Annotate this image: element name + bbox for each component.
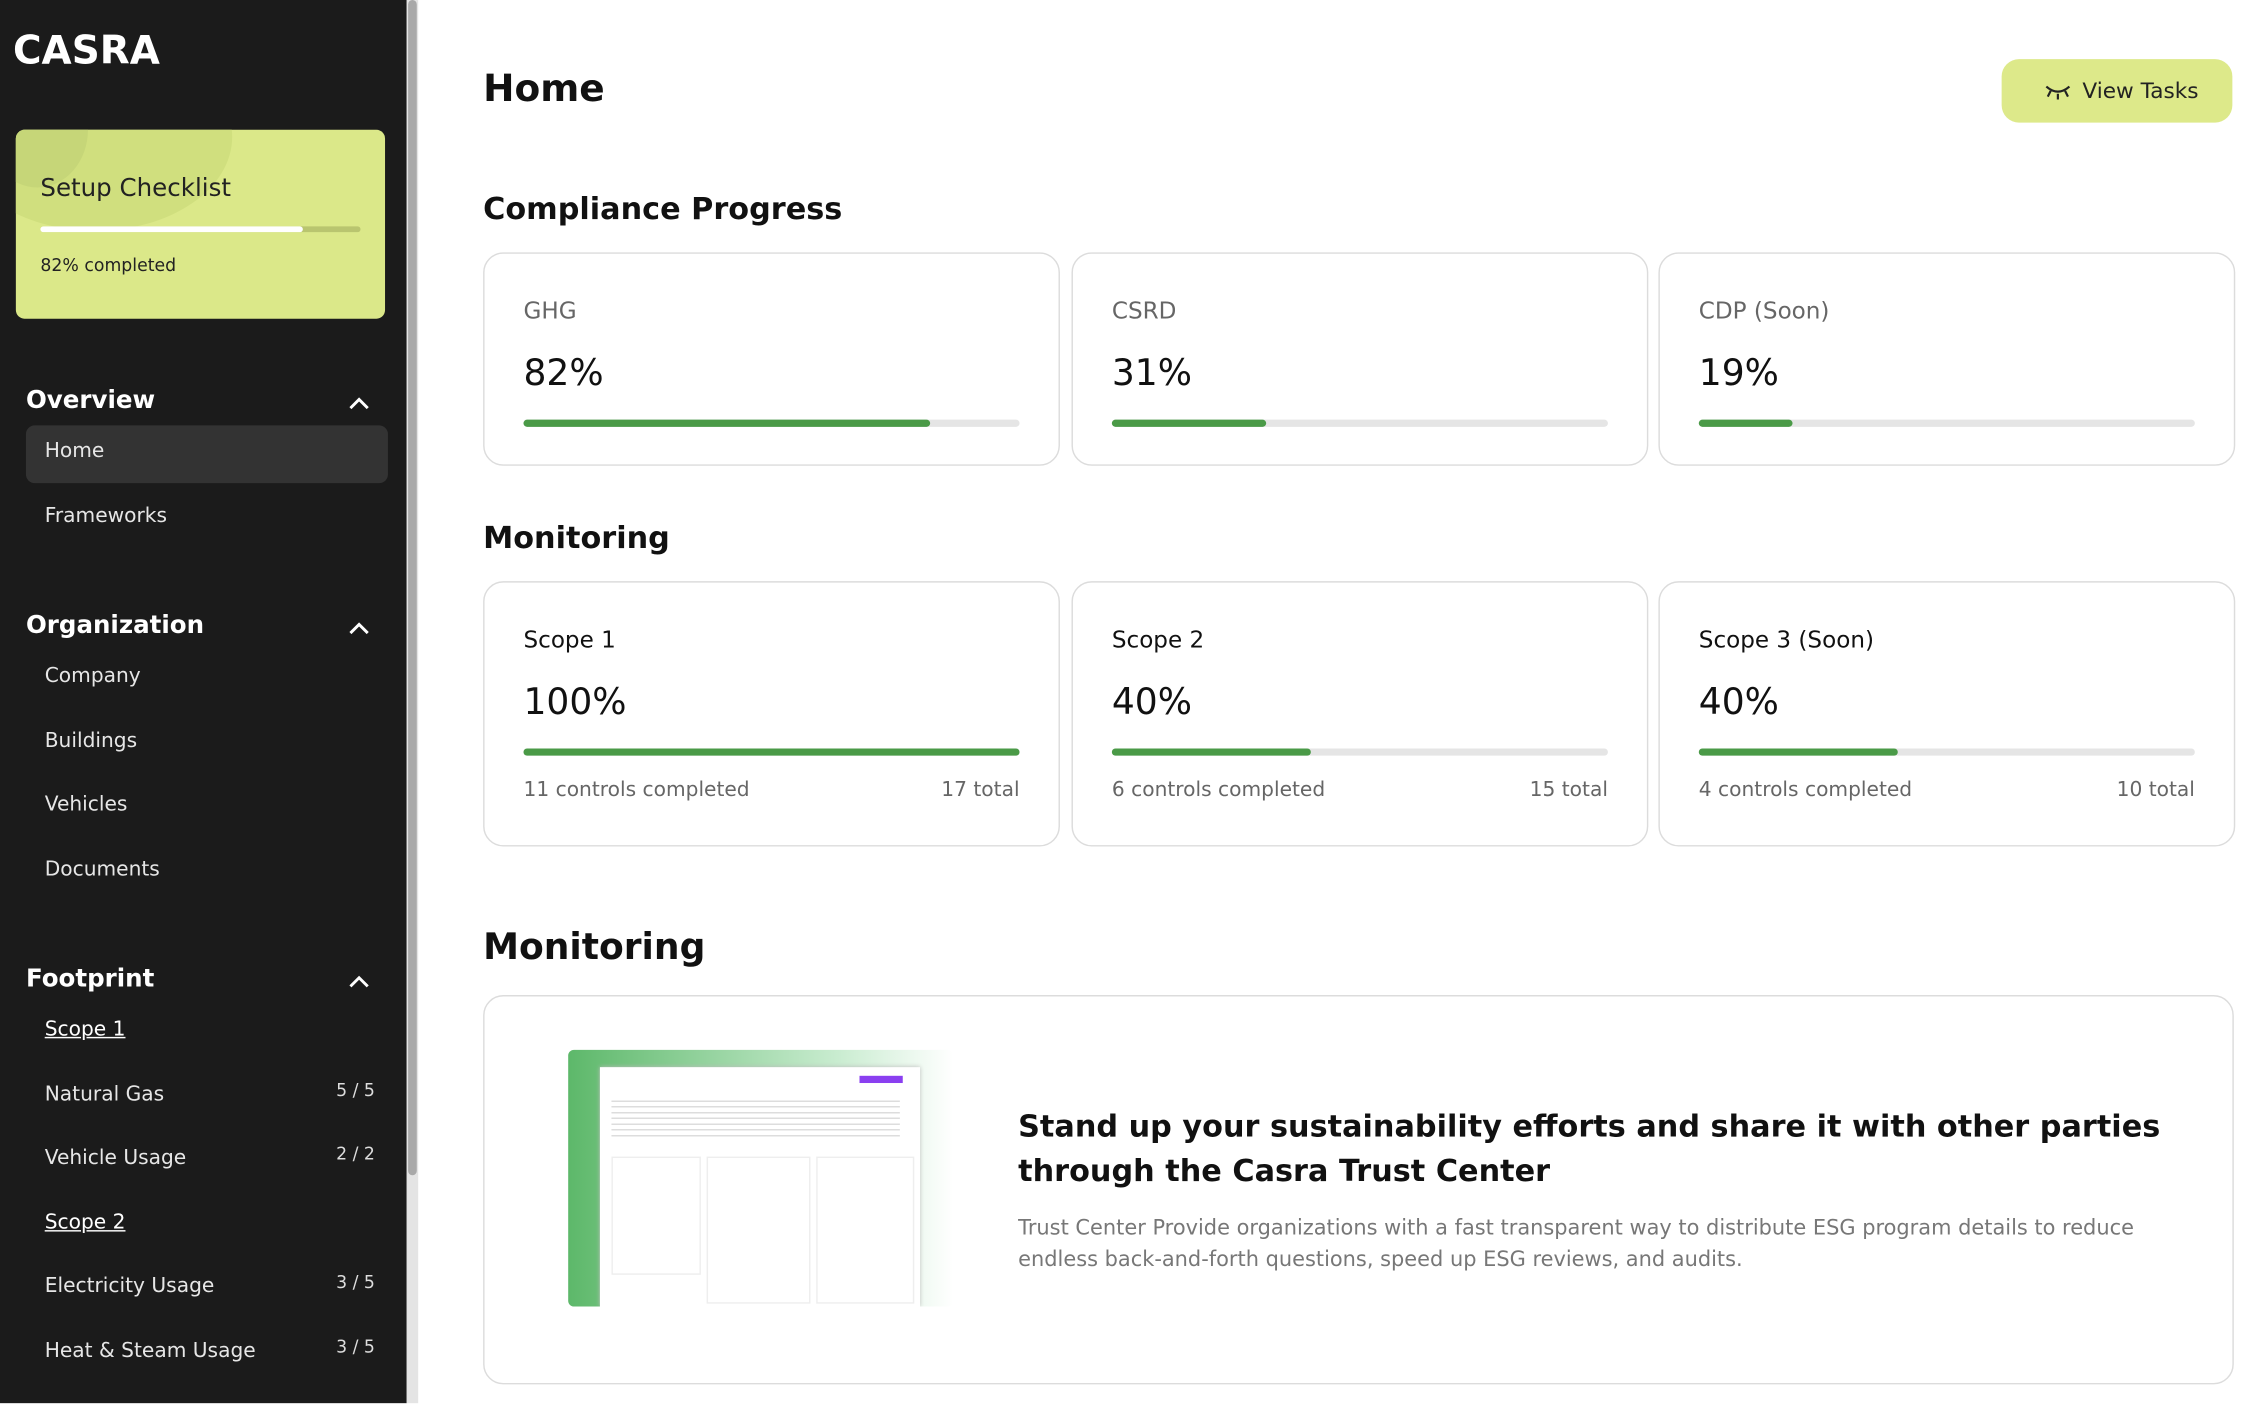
progress-card: Scope 2 40% 6 controls completed 15 total — [1071, 581, 1649, 847]
progress-card: Scope 1 100% 11 controls completed 17 total — [483, 581, 1060, 847]
progress-bar — [1698, 419, 1794, 427]
checklist-track — [40, 226, 361, 233]
preview-page — [599, 1067, 921, 1307]
section-header[interactable]: Footprint — [25, 964, 155, 994]
scroll-thumb[interactable] — [408, 0, 417, 1176]
progress-track — [1111, 748, 1608, 756]
nav-count: 3 / 5 — [336, 1272, 375, 1293]
section-header[interactable]: Organization — [25, 611, 205, 641]
progress-bar — [1111, 748, 1311, 756]
nav-count: 2 / 2 — [336, 1143, 375, 1165]
setup-checklist[interactable]: Setup Checklist 82% completed — [15, 129, 386, 319]
nav-item[interactable]: Heat & Steam Usage — [44, 1339, 256, 1363]
total-count: 10 total — [2116, 778, 2195, 802]
card-label: CSRD — [1111, 297, 1177, 325]
button-label: View Tasks — [2082, 77, 2199, 104]
chevron[interactable] — [349, 397, 369, 411]
card-percent: 100% — [523, 680, 627, 723]
checklist-title: Setup Checklist — [40, 174, 231, 204]
total-count: 15 total — [1529, 778, 1608, 802]
page-title: Home — [483, 67, 605, 112]
card-percent: 82% — [523, 351, 604, 394]
nav-item[interactable]: Electricity Usage — [44, 1275, 215, 1299]
section-header[interactable]: Overview — [25, 386, 156, 416]
progress-track — [523, 748, 1020, 756]
chevron[interactable] — [349, 622, 369, 636]
card-label: Scope 1 — [523, 625, 616, 654]
checklist-progress: 82% completed — [40, 255, 177, 276]
chevron[interactable] — [349, 975, 369, 989]
progress-bar — [523, 748, 1020, 756]
nav-count: 5 / 5 — [336, 1079, 375, 1100]
view-tasks-button[interactable]: View Tasks — [2001, 59, 2233, 123]
sidebar: CASRA Setup Checklist 82% completed Over… — [0, 0, 407, 1404]
progress-card: CDP (Soon) 19% — [1658, 252, 2236, 466]
section-title: Monitoring — [483, 925, 706, 968]
nav-item[interactable]: Frameworks — [44, 504, 167, 528]
progress-bar — [523, 419, 931, 427]
progress-bar — [1111, 419, 1266, 427]
completed-count: 4 controls completed — [1698, 778, 1913, 802]
nav-item[interactable]: Home — [44, 439, 105, 463]
nav-item[interactable]: Documents — [44, 857, 160, 881]
icon — [2045, 85, 2071, 100]
card-label: Scope 2 — [1111, 625, 1205, 654]
section-title: Compliance Progress — [483, 191, 843, 227]
card-percent: 40% — [1111, 680, 1193, 723]
nav-item[interactable]: Vehicle Usage — [44, 1146, 187, 1170]
preview-button — [859, 1075, 903, 1084]
preview-panel — [816, 1156, 915, 1304]
completed-count: 6 controls completed — [1111, 778, 1326, 802]
nav-item[interactable]: Scope 1 — [44, 1018, 126, 1042]
logo: CASRA — [12, 28, 160, 74]
progress-bar — [1698, 748, 1898, 756]
nav-item[interactable]: Scope 2 — [44, 1211, 126, 1235]
progress-track — [1698, 419, 2195, 427]
card-percent: 19% — [1698, 351, 1779, 394]
nav-item[interactable]: Buildings — [44, 729, 138, 753]
card-label: GHG — [523, 297, 577, 325]
progress-card: Scope 3 (Soon) 40% 4 controls completed 10 … — [1658, 581, 2236, 847]
nav-item[interactable]: Vehicles — [44, 793, 128, 817]
nav-count: 3 / 5 — [336, 1336, 375, 1358]
card-percent: 31% — [1111, 351, 1193, 394]
completed-count: 11 controls completed — [523, 778, 750, 802]
trust-card: Stand up your sustainability efforts and… — [483, 995, 2234, 1385]
active-item-bg — [25, 425, 388, 484]
trust-description: Trust Center Provide organizations with … — [1018, 1217, 2134, 1272]
total-count: 17 total — [941, 778, 1020, 802]
card-label: Scope 3 (Soon) — [1698, 625, 1874, 654]
trust-preview — [568, 1049, 954, 1307]
trust-title: Stand up your sustainability efforts and… — [1018, 1108, 2161, 1189]
nav-item[interactable]: Company — [44, 664, 141, 688]
scrollbar — [406, 0, 419, 1404]
progress-track — [1111, 419, 1608, 427]
checklist-bar — [40, 226, 303, 233]
progress-track — [1698, 748, 2195, 756]
section-title: Monitoring — [483, 520, 670, 556]
progress-card: GHG 82% — [483, 252, 1060, 466]
nav-item[interactable]: Natural Gas — [44, 1082, 165, 1106]
preview-panel — [706, 1156, 811, 1304]
card-percent: 40% — [1698, 680, 1779, 723]
progress-card: CSRD 31% — [1071, 252, 1649, 466]
progress-track — [523, 419, 1020, 427]
card-label: CDP (Soon) — [1698, 297, 1830, 325]
preview-panel — [611, 1156, 701, 1275]
preview-text — [611, 1095, 900, 1140]
